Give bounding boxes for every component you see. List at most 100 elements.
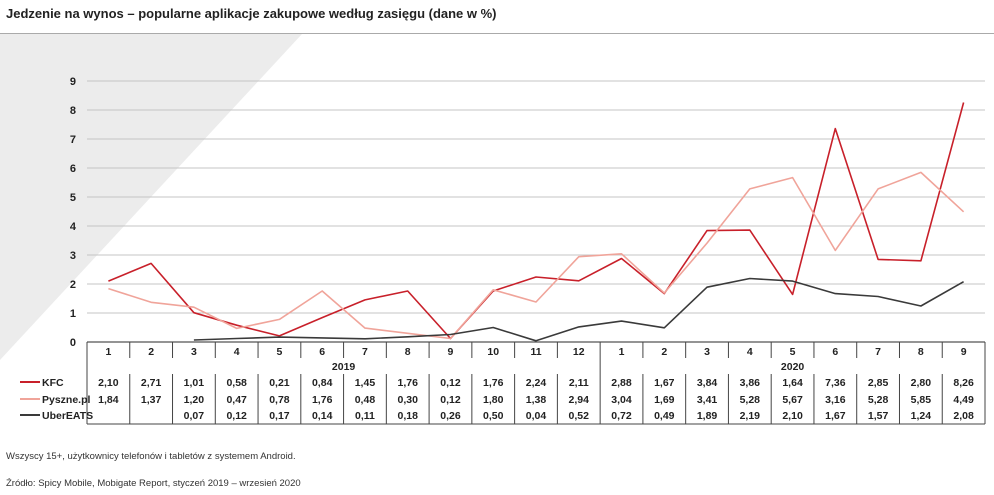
data-label: 0,18 (397, 410, 418, 422)
data-label: 0,12 (226, 410, 247, 422)
legend-label: UberEATS (42, 410, 93, 422)
data-label: 0,12 (440, 377, 461, 389)
data-label: 0,14 (312, 410, 333, 422)
x-tick-label: 7 (875, 346, 881, 358)
data-label: 2,80 (911, 377, 932, 389)
data-label: 5,28 (868, 394, 889, 406)
y-tick-label: 0 (70, 337, 76, 349)
y-tick-label: 2 (70, 279, 76, 291)
x-tick-label: 2 (148, 346, 154, 358)
data-label: 0,17 (269, 410, 290, 422)
data-label: 8,26 (953, 377, 974, 389)
title-divider (0, 33, 994, 34)
y-tick-label: 6 (70, 163, 76, 175)
x-tick-label: 3 (191, 346, 197, 358)
year-label: 2020 (781, 361, 805, 373)
data-label: 0,48 (355, 394, 376, 406)
data-label: 1,67 (654, 377, 675, 389)
data-label: 0,04 (526, 410, 547, 422)
data-label: 0,49 (654, 410, 675, 422)
y-tick-label: 4 (70, 221, 77, 233)
data-label: 0,50 (483, 410, 504, 422)
data-label: 0,84 (312, 377, 333, 389)
data-label: 1,37 (141, 394, 162, 406)
data-label: 1,64 (782, 377, 803, 389)
x-tick-label: 1 (619, 346, 625, 358)
data-label: 2,10 (782, 410, 803, 422)
data-label: 1,89 (697, 410, 718, 422)
data-label: 5,85 (911, 394, 932, 406)
legend-label: KFC (42, 377, 64, 389)
data-label: 2,11 (569, 377, 589, 389)
data-label: 1,84 (98, 394, 119, 406)
page-title: Jedzenie na wynos – popularne aplikacje … (6, 6, 497, 21)
data-label: 3,04 (611, 394, 632, 406)
data-label: 5,67 (782, 394, 803, 406)
y-tick-label: 3 (70, 250, 76, 262)
data-label: 3,86 (740, 377, 761, 389)
data-label: 2,10 (98, 377, 119, 389)
data-label: 0,58 (226, 377, 247, 389)
data-label: 2,85 (868, 377, 889, 389)
footnote-note: Wszyscy 15+, użytkownicy telefonów i tab… (6, 451, 296, 462)
x-tick-label: 6 (832, 346, 838, 358)
x-tick-label: 4 (747, 346, 753, 358)
data-label: 1,20 (184, 394, 205, 406)
y-tick-label: 9 (70, 76, 76, 88)
data-label: 7,36 (825, 377, 846, 389)
x-tick-label: 8 (405, 346, 411, 358)
x-tick-label: 8 (918, 346, 924, 358)
data-label: 1,76 (312, 394, 333, 406)
y-tick-label: 7 (70, 134, 76, 146)
data-label: 1,76 (483, 377, 504, 389)
data-label: 2,24 (526, 377, 547, 389)
x-tick-label: 9 (961, 346, 967, 358)
data-label: 1,67 (825, 410, 846, 422)
data-label: 5,28 (740, 394, 761, 406)
series-line (108, 102, 965, 340)
data-label: 0,30 (397, 394, 418, 406)
x-tick-label: 3 (704, 346, 710, 358)
data-label: 1,57 (868, 410, 889, 422)
data-label: 2,08 (953, 410, 974, 422)
data-label: 3,84 (697, 377, 718, 389)
x-tick-label: 11 (530, 346, 541, 358)
data-label: 1,69 (654, 394, 675, 406)
data-label: 3,41 (697, 394, 718, 406)
y-tick-label: 1 (70, 308, 76, 320)
data-label: 0,47 (226, 394, 247, 406)
x-tick-label: 12 (573, 346, 585, 358)
year-label: 2019 (332, 361, 356, 373)
y-tick-label: 5 (70, 192, 76, 204)
data-label: 1,76 (397, 377, 418, 389)
data-label: 1,24 (911, 410, 932, 422)
x-tick-label: 5 (790, 346, 796, 358)
x-tick-label: 5 (277, 346, 283, 358)
footnote-source: Źródło: Spicy Mobile, Mobigate Report, s… (6, 478, 301, 489)
data-label: 1,45 (355, 377, 376, 389)
x-tick-label: 1 (105, 346, 111, 358)
series-line (193, 277, 964, 342)
data-label: 0,21 (269, 377, 290, 389)
legend-label: Pyszne.pl (42, 394, 91, 406)
data-label: 0,26 (440, 410, 461, 422)
data-label: 2,19 (740, 410, 761, 422)
data-label: 2,94 (569, 394, 590, 406)
data-label: 1,80 (483, 394, 504, 406)
data-label: 0,78 (269, 394, 290, 406)
x-tick-label: 10 (487, 346, 499, 358)
data-label: 2,88 (611, 377, 632, 389)
data-label: 0,07 (184, 410, 205, 422)
data-label: 3,16 (825, 394, 846, 406)
data-label: 2,71 (141, 377, 162, 389)
x-tick-label: 7 (362, 346, 368, 358)
x-tick-label: 2 (661, 346, 667, 358)
x-tick-label: 4 (234, 346, 240, 358)
data-label: 1,01 (184, 377, 205, 389)
data-label: 1,38 (526, 394, 547, 406)
series-line (108, 171, 965, 340)
x-tick-label: 9 (448, 346, 454, 358)
data-label: 0,12 (440, 394, 461, 406)
x-tick-label: 6 (319, 346, 325, 358)
